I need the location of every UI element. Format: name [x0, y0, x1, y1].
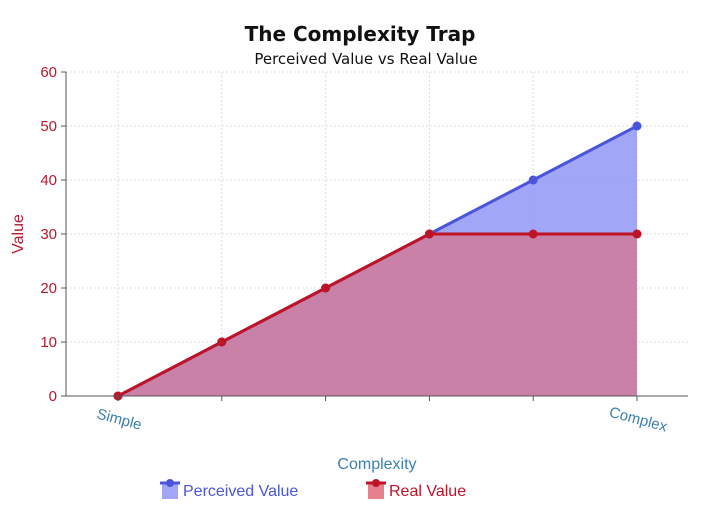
data-point [632, 229, 642, 239]
chart-title: The Complexity Trap [245, 22, 476, 46]
data-point [528, 175, 538, 185]
y-ticks: 0 10 20 30 40 50 60 [40, 64, 66, 405]
series-lines [117, 124, 638, 398]
data-point [321, 283, 331, 293]
x-ticks: Simple Complex [95, 396, 669, 436]
legend: Perceived Value Real Value [160, 479, 466, 500]
y-tick-label: 10 [40, 334, 57, 351]
y-tick-label: 30 [40, 226, 57, 243]
x-tick-label: Simple [95, 406, 144, 434]
chart-subtitle: Perceived Value vs Real Value [254, 50, 477, 68]
series-points [113, 121, 642, 401]
y-tick-label: 60 [40, 64, 57, 81]
data-point [424, 229, 434, 239]
y-tick-label: 0 [49, 388, 57, 405]
data-point [632, 121, 642, 131]
legend-item-0: Perceived Value [160, 479, 298, 500]
y-tick-label: 20 [40, 280, 57, 297]
legend-marker [372, 479, 380, 487]
y-axis-label: Value [10, 214, 27, 254]
legend-item-1: Real Value [366, 479, 466, 500]
legend-label: Perceived Value [183, 483, 298, 500]
x-axis-label: Complexity [337, 456, 416, 473]
series-area-1 [118, 234, 637, 396]
x-tick-label: Complex [607, 404, 669, 436]
legend-label: Real Value [389, 483, 466, 500]
legend-swatch [368, 482, 384, 499]
series-line-1 [117, 232, 637, 398]
legend-marker [166, 479, 174, 487]
data-point [528, 229, 538, 239]
data-point [217, 337, 227, 347]
y-tick-label: 40 [40, 172, 57, 189]
legend-swatch [162, 482, 178, 499]
y-tick-label: 50 [40, 118, 57, 135]
